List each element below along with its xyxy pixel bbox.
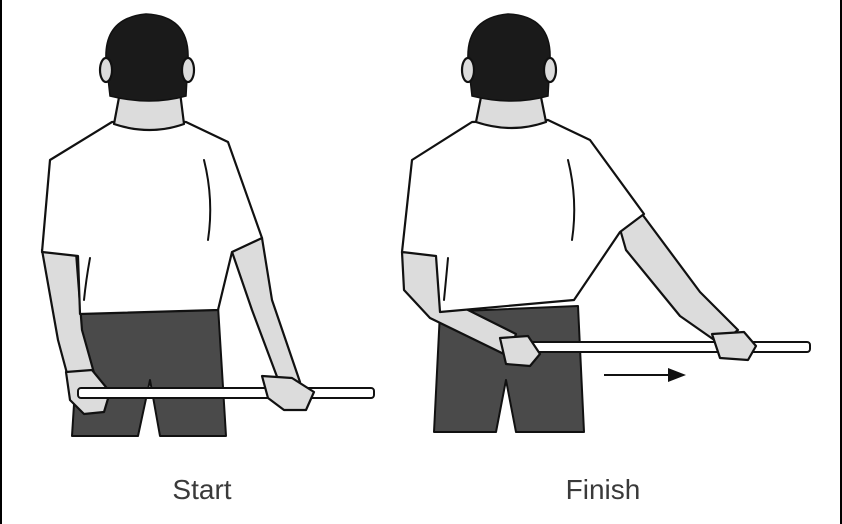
start-shirt-fold-2 bbox=[83, 257, 91, 301]
start-figure bbox=[40, 13, 375, 437]
frame-right-border bbox=[840, 0, 842, 524]
start-right-hand bbox=[260, 374, 316, 412]
start-shirt-fold bbox=[203, 159, 212, 241]
start-stick bbox=[77, 387, 375, 399]
start-head bbox=[105, 13, 189, 102]
finish-figure bbox=[400, 13, 811, 433]
finish-shirt bbox=[400, 118, 646, 314]
finish-head bbox=[467, 13, 551, 102]
start-shorts bbox=[71, 305, 227, 437]
finish-right-hand bbox=[710, 330, 758, 362]
finish-stick bbox=[511, 341, 811, 353]
start-right-arm bbox=[228, 236, 302, 392]
finish-right-ear bbox=[542, 56, 558, 84]
start-left-ear bbox=[98, 56, 114, 84]
finish-shirt-fold-2 bbox=[443, 257, 449, 301]
finish-left-ear bbox=[460, 56, 476, 84]
frame-left-border bbox=[0, 0, 2, 524]
start-right-ear bbox=[180, 56, 196, 84]
finish-left-hand bbox=[498, 334, 542, 368]
finish-neck bbox=[474, 90, 548, 130]
finish-caption: Finish bbox=[565, 474, 641, 505]
start-caption: Start bbox=[172, 474, 232, 505]
right-arrow-icon bbox=[604, 368, 686, 382]
start-neck bbox=[112, 90, 186, 132]
finish-shirt-fold bbox=[567, 159, 576, 241]
finish-right-arm bbox=[616, 212, 740, 346]
